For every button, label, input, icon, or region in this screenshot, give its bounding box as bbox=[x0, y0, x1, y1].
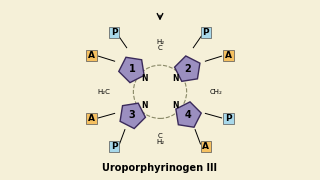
Polygon shape bbox=[120, 103, 145, 129]
Text: P: P bbox=[225, 114, 232, 123]
Polygon shape bbox=[119, 57, 144, 83]
Text: 2: 2 bbox=[185, 64, 191, 74]
FancyBboxPatch shape bbox=[223, 113, 234, 124]
Text: H₂C: H₂C bbox=[97, 89, 110, 95]
Text: 4: 4 bbox=[185, 110, 191, 120]
Polygon shape bbox=[176, 102, 201, 127]
Text: CH₂: CH₂ bbox=[210, 89, 223, 95]
Text: A: A bbox=[225, 51, 232, 60]
Text: N: N bbox=[141, 101, 148, 110]
Text: N: N bbox=[141, 74, 148, 83]
FancyBboxPatch shape bbox=[109, 141, 119, 152]
FancyBboxPatch shape bbox=[86, 50, 97, 61]
Text: P: P bbox=[111, 28, 117, 37]
FancyBboxPatch shape bbox=[86, 113, 97, 124]
Text: N: N bbox=[172, 74, 179, 83]
FancyBboxPatch shape bbox=[109, 27, 119, 38]
Text: A: A bbox=[88, 51, 95, 60]
Text: 1: 1 bbox=[129, 64, 135, 74]
Text: A: A bbox=[203, 142, 209, 151]
Text: H₂
C: H₂ C bbox=[156, 39, 164, 51]
Text: 3: 3 bbox=[129, 110, 135, 120]
Polygon shape bbox=[175, 56, 200, 81]
FancyBboxPatch shape bbox=[201, 141, 211, 152]
Text: P: P bbox=[203, 28, 209, 37]
Text: N: N bbox=[172, 101, 179, 110]
FancyBboxPatch shape bbox=[223, 50, 234, 61]
FancyBboxPatch shape bbox=[201, 27, 211, 38]
Text: P: P bbox=[111, 142, 117, 151]
Text: A: A bbox=[88, 114, 95, 123]
Text: Uroporphyrinogen III: Uroporphyrinogen III bbox=[102, 163, 218, 173]
Text: C
H₂: C H₂ bbox=[156, 134, 164, 145]
